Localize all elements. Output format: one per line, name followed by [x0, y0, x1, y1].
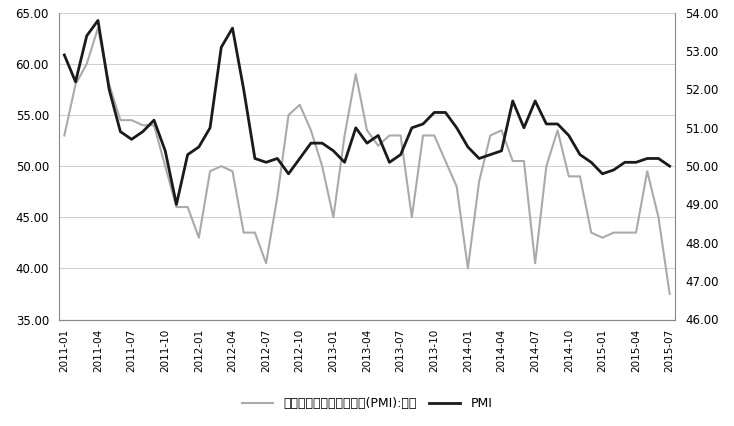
PMI	[172, 202, 181, 207]
钔铁行业采购经理人指数(PMI):全国	[609, 230, 618, 235]
PMI	[307, 141, 316, 146]
PMI	[195, 144, 203, 150]
钔铁行业采购经理人指数(PMI):全国	[665, 291, 674, 296]
Line: PMI: PMI	[65, 20, 669, 204]
钔铁行业采购经理人指数(PMI):全国	[295, 102, 304, 107]
PMI	[93, 18, 102, 23]
PMI	[60, 52, 69, 58]
Legend: 钔铁行业采购经理人指数(PMI):全国, PMI: 钔铁行业采购经理人指数(PMI):全国, PMI	[237, 392, 497, 415]
PMI	[665, 164, 674, 169]
PMI	[228, 26, 237, 31]
钔铁行业采购经理人指数(PMI):全国	[217, 164, 225, 169]
Line: 钔铁行业采购经理人指数(PMI):全国: 钔铁行业采购经理人指数(PMI):全国	[65, 28, 669, 294]
钔铁行业采购经理人指数(PMI):全国	[184, 204, 192, 210]
钔铁行业采购经理人指数(PMI):全国	[654, 215, 663, 220]
钔铁行业采购经理人指数(PMI):全国	[93, 26, 102, 31]
PMI	[620, 160, 629, 165]
钔铁行业采购经理人指数(PMI):全国	[60, 133, 69, 138]
钔铁行业采购经理人指数(PMI):全国	[139, 123, 148, 128]
PMI	[139, 129, 148, 134]
PMI	[654, 156, 663, 161]
